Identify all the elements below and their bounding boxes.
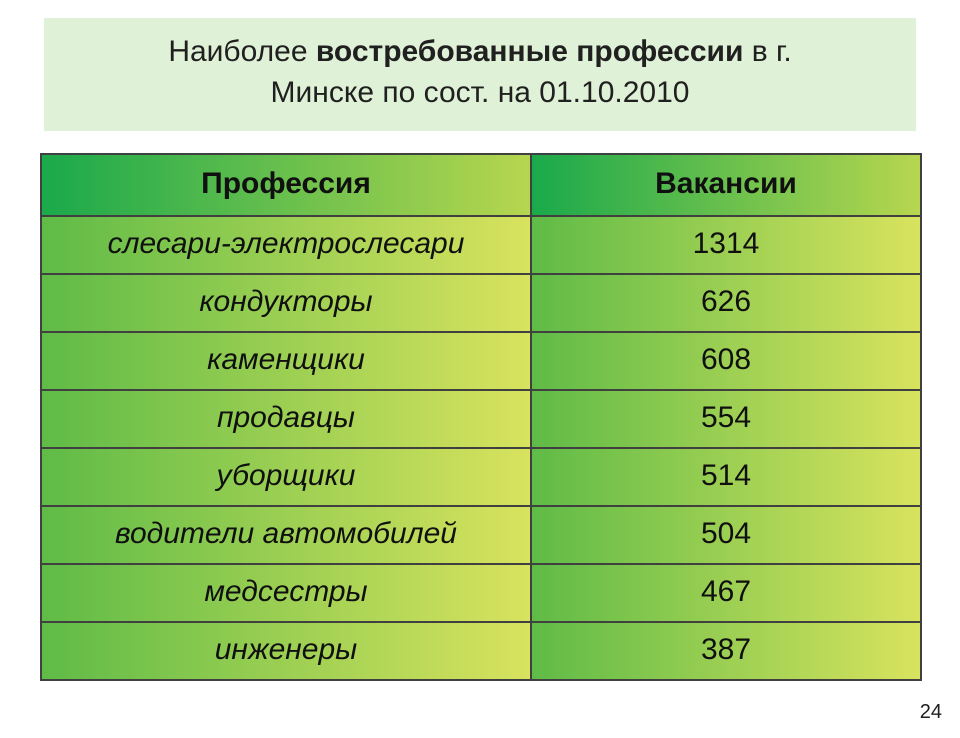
title-line2: Минске по сост. на 01.10.2010: [271, 76, 690, 109]
cell-profession: слесари-электрослесари: [41, 216, 531, 274]
table-row: водители автомобилей 504: [41, 506, 921, 564]
col-header-profession: Профессия: [41, 154, 531, 216]
cell-vacancies: 1314: [531, 216, 921, 274]
professions-table: Профессия Вакансии слесари-электрослесар…: [40, 153, 922, 681]
cell-vacancies: 504: [531, 506, 921, 564]
page-number: 24: [920, 701, 942, 724]
cell-vacancies: 387: [531, 622, 921, 680]
cell-profession: медсестры: [41, 564, 531, 622]
table-row: кондукторы 626: [41, 274, 921, 332]
cell-vacancies: 626: [531, 274, 921, 332]
table-row: инженеры 387: [41, 622, 921, 680]
table-row: каменщики 608: [41, 332, 921, 390]
cell-vacancies: 467: [531, 564, 921, 622]
cell-profession: уборщики: [41, 448, 531, 506]
cell-profession: кондукторы: [41, 274, 531, 332]
title-banner: Наиболее востребованные профессии в г. М…: [44, 18, 916, 131]
table-row: уборщики 514: [41, 448, 921, 506]
table-row: продавцы 554: [41, 390, 921, 448]
cell-vacancies: 608: [531, 332, 921, 390]
cell-vacancies: 554: [531, 390, 921, 448]
title-suffix1: в г.: [743, 35, 791, 68]
cell-profession: каменщики: [41, 332, 531, 390]
cell-profession: водители автомобилей: [41, 506, 531, 564]
table-row: медсестры 467: [41, 564, 921, 622]
cell-vacancies: 514: [531, 448, 921, 506]
title-prefix: Наиболее: [168, 35, 316, 68]
table-row: слесари-электрослесари 1314: [41, 216, 921, 274]
title-bold: востребованные профессии: [316, 35, 744, 68]
table-header-row: Профессия Вакансии: [41, 154, 921, 216]
col-header-vacancies: Вакансии: [531, 154, 921, 216]
cell-profession: продавцы: [41, 390, 531, 448]
cell-profession: инженеры: [41, 622, 531, 680]
